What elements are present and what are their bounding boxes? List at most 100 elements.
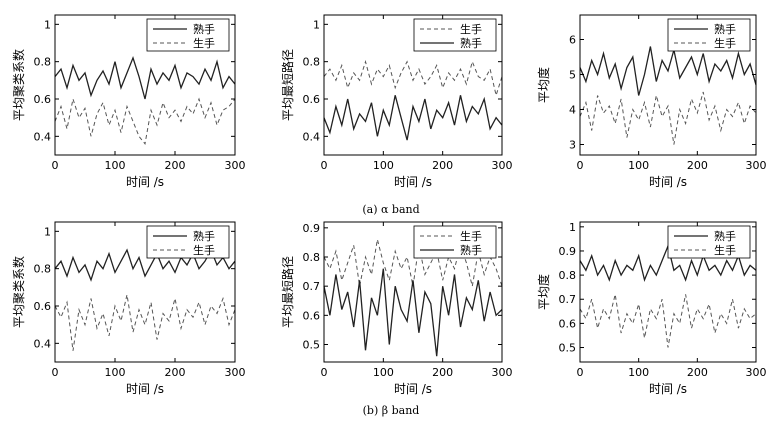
legend-label: 生手 — [193, 243, 215, 257]
caption-alpha-band: (a) α band — [362, 203, 420, 216]
series-line-2 — [579, 91, 757, 145]
plot-frame — [579, 221, 757, 363]
series-line-1 — [323, 59, 503, 98]
plot-frame — [54, 14, 236, 156]
y-tick-label: 0.5 — [559, 342, 577, 355]
series-line-1 — [579, 46, 757, 96]
x-axis-label: 时间 /s — [394, 382, 432, 396]
y-tick-label: 6 — [569, 34, 576, 47]
x-tick-label: 100 — [373, 366, 394, 379]
plot-frame — [54, 221, 236, 363]
plot-frame — [323, 14, 503, 156]
y-tick-label: 0.9 — [559, 245, 577, 258]
x-tick-label: 200 — [165, 366, 186, 379]
y-tick-label: 0.8 — [303, 56, 321, 69]
y-tick-label: 0.6 — [559, 317, 577, 330]
legend-label: 生手 — [193, 36, 215, 50]
x-tick-label: 200 — [687, 159, 708, 172]
y-tick-label: 0.6 — [34, 93, 52, 106]
y-axis-label: 平均聚类系数 — [11, 256, 26, 328]
x-tick-label: 0 — [577, 366, 584, 379]
x-tick-label: 200 — [432, 159, 453, 172]
legend-label: 熟手 — [460, 36, 482, 50]
x-tick-label: 0 — [577, 159, 584, 172]
y-axis-label: 平均度 — [536, 67, 551, 103]
y-axis-label: 平均最短路径 — [280, 256, 295, 328]
x-tick-label: 200 — [687, 366, 708, 379]
series-line-1 — [323, 239, 503, 287]
y-tick-label: 0.6 — [34, 300, 52, 313]
y-tick-label: 3 — [569, 139, 576, 152]
y-tick-label: 0.8 — [34, 263, 52, 276]
legend-label: 熟手 — [193, 229, 215, 243]
y-tick-label: 0.4 — [34, 130, 52, 143]
x-axis-label: 时间 /s — [126, 382, 164, 396]
y-tick-label: 1 — [44, 225, 51, 238]
x-tick-label: 0 — [52, 366, 59, 379]
x-tick-label: 300 — [225, 159, 246, 172]
series-line-2 — [54, 294, 236, 351]
y-tick-label: 0.6 — [303, 309, 321, 322]
series-line-2 — [54, 97, 236, 145]
y-tick-label: 1 — [44, 18, 51, 31]
legend-label: 熟手 — [714, 22, 736, 36]
x-tick-label: 300 — [492, 366, 513, 379]
y-tick-label: 0.4 — [303, 130, 321, 143]
legend-label: 熟手 — [460, 243, 482, 257]
y-axis-label: 平均聚类系数 — [11, 49, 26, 121]
y-tick-label: 0.8 — [34, 56, 52, 69]
legend-box — [667, 225, 751, 259]
y-tick-label: 0.9 — [303, 222, 321, 235]
x-tick-label: 0 — [321, 366, 328, 379]
y-tick-label: 0.7 — [303, 280, 321, 293]
x-axis-label: 时间 /s — [394, 175, 432, 189]
series-line-2 — [323, 268, 503, 357]
y-tick-label: 0.8 — [559, 269, 577, 282]
series-line-1 — [54, 55, 236, 100]
legend-label: 熟手 — [193, 22, 215, 36]
legend-box — [146, 18, 230, 52]
plot-frame — [579, 14, 757, 156]
y-tick-label: 1 — [313, 18, 320, 31]
x-axis-label: 时间 /s — [649, 175, 687, 189]
y-tick-label: 0.6 — [303, 93, 321, 106]
x-tick-label: 100 — [105, 366, 126, 379]
legend-box — [413, 225, 497, 259]
legend-label: 熟手 — [714, 229, 736, 243]
x-tick-label: 200 — [165, 159, 186, 172]
series-line-1 — [54, 248, 236, 282]
x-tick-label: 200 — [432, 366, 453, 379]
x-tick-label: 300 — [225, 366, 246, 379]
legend-label: 生手 — [714, 36, 736, 50]
y-tick-label: 5 — [569, 69, 576, 82]
x-axis-label: 时间 /s — [126, 175, 164, 189]
x-tick-label: 100 — [105, 159, 126, 172]
caption-beta-band: (b) β band — [362, 404, 420, 417]
legend-label: 生手 — [714, 243, 736, 257]
x-tick-label: 100 — [628, 159, 649, 172]
y-axis-label: 平均度 — [536, 274, 551, 310]
y-tick-label: 4 — [569, 104, 576, 117]
y-tick-label: 0.4 — [34, 337, 52, 350]
legend-label: 生手 — [460, 22, 482, 36]
x-tick-label: 300 — [746, 366, 767, 379]
legend-box — [146, 225, 230, 259]
plot-frame — [323, 221, 503, 363]
y-tick-label: 0.7 — [559, 293, 577, 306]
series-line-2 — [323, 95, 503, 141]
x-tick-label: 300 — [492, 159, 513, 172]
legend-label: 生手 — [460, 229, 482, 243]
y-tick-label: 0.8 — [303, 251, 321, 264]
x-tick-label: 100 — [628, 366, 649, 379]
